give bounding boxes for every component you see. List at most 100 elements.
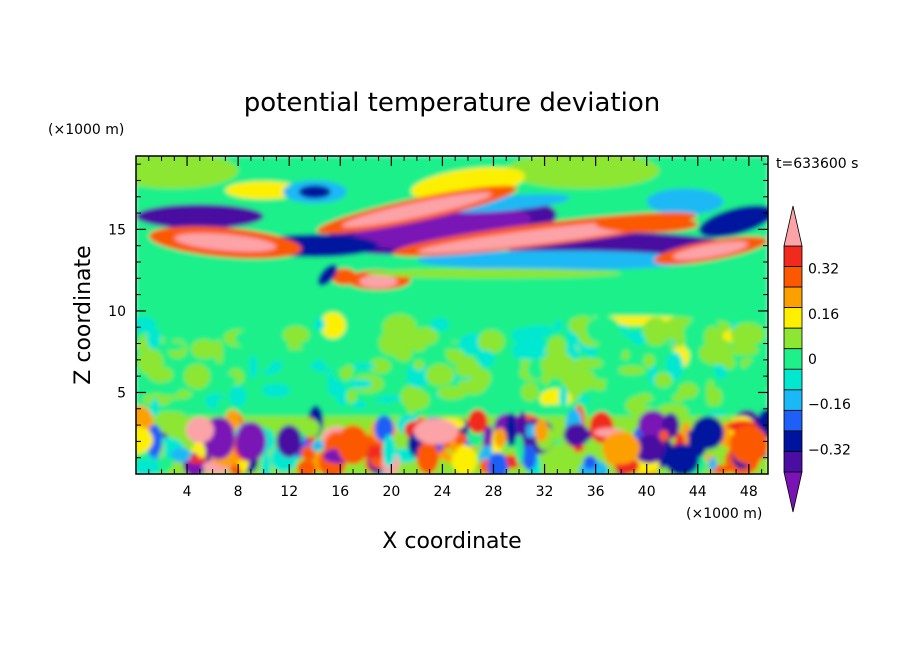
contour-cell bbox=[540, 351, 575, 380]
contour-cell bbox=[585, 315, 621, 344]
contour-cell bbox=[416, 250, 698, 271]
colorbar-top-arrow bbox=[783, 205, 803, 247]
contour-cell bbox=[157, 386, 180, 396]
colorbar-box bbox=[783, 389, 803, 411]
contour-cell bbox=[136, 156, 239, 189]
contour-cell bbox=[697, 390, 706, 419]
contour-cell bbox=[633, 434, 665, 464]
contour-cell bbox=[477, 350, 495, 368]
contour-cell bbox=[518, 411, 527, 442]
colorbar-label: −0.16 bbox=[808, 397, 851, 413]
contour-cell bbox=[235, 421, 267, 461]
colorbar-bottom-arrow bbox=[783, 471, 803, 513]
x-tick-label: 20 bbox=[382, 484, 400, 500]
contour-cell bbox=[406, 363, 431, 388]
colorbar-label: 0.16 bbox=[808, 307, 839, 323]
contour-cell bbox=[659, 193, 711, 210]
contour-cell bbox=[659, 430, 669, 442]
contour-cell bbox=[746, 358, 768, 385]
contour-cell bbox=[563, 423, 590, 447]
colorbar-box bbox=[783, 451, 803, 473]
contour-cell bbox=[451, 444, 477, 474]
contour-cell bbox=[631, 334, 646, 346]
contour-cell bbox=[706, 379, 715, 407]
contour-cell bbox=[327, 373, 335, 386]
contour-cell bbox=[347, 379, 373, 389]
contour-cell bbox=[146, 327, 162, 350]
contour-cell bbox=[547, 335, 567, 361]
contour-cell bbox=[505, 412, 517, 447]
contour-cell bbox=[598, 337, 624, 361]
colorbar-box bbox=[783, 409, 803, 432]
colorbar-box bbox=[783, 368, 803, 391]
contour-cell bbox=[359, 275, 398, 289]
contour-cell bbox=[729, 425, 768, 465]
contour-cell bbox=[261, 452, 271, 474]
contour-cell bbox=[352, 362, 376, 370]
time-label: t=633600 s bbox=[776, 156, 858, 172]
y-tick-label: 5 bbox=[117, 385, 126, 401]
contour-cell bbox=[515, 434, 524, 466]
y-axis: 5 10 15 bbox=[108, 163, 768, 459]
contour-cell bbox=[678, 382, 699, 399]
contour-cell bbox=[591, 380, 600, 388]
colorbar-box bbox=[783, 286, 803, 309]
contour-cell bbox=[522, 444, 537, 471]
contour-cell bbox=[478, 329, 505, 354]
contour-cell bbox=[537, 404, 572, 412]
contour-cell bbox=[190, 339, 218, 360]
x-tick-label: 4 bbox=[183, 484, 192, 500]
contour-cell bbox=[150, 397, 160, 418]
x-tick-label: 48 bbox=[740, 484, 758, 500]
contour-cell bbox=[437, 386, 467, 400]
contour-cell bbox=[157, 342, 185, 351]
y-tick-label: 10 bbox=[108, 304, 126, 320]
contour-cell bbox=[331, 268, 357, 285]
contour-cell bbox=[183, 363, 211, 390]
colorbar-box bbox=[783, 327, 803, 350]
contour-cell bbox=[430, 317, 450, 332]
contour-cell bbox=[248, 354, 258, 379]
colorbar-box bbox=[783, 307, 803, 329]
contour-cell bbox=[534, 419, 549, 442]
contour-cell bbox=[337, 425, 370, 465]
contour-cell bbox=[698, 205, 768, 238]
x-tick-label: 16 bbox=[331, 484, 349, 500]
contour-cell bbox=[170, 447, 192, 463]
contour-cell bbox=[442, 194, 570, 213]
contour-cell bbox=[336, 387, 349, 406]
contour-cell bbox=[708, 457, 717, 471]
contour-cell bbox=[688, 425, 708, 458]
contour-cell bbox=[306, 348, 314, 359]
contour-cell bbox=[494, 427, 507, 448]
y-tick-label: 15 bbox=[108, 222, 126, 238]
contour-cell bbox=[654, 372, 673, 388]
contour-cell bbox=[416, 441, 439, 474]
contour-cell bbox=[317, 264, 338, 286]
contour-cell bbox=[412, 327, 439, 346]
contour-cell bbox=[320, 312, 346, 339]
y-unit-label: (×1000 m) bbox=[48, 122, 124, 138]
contour-cell bbox=[736, 396, 763, 406]
contour-cell bbox=[673, 329, 685, 348]
contour-cell bbox=[174, 233, 277, 252]
contour-cell bbox=[346, 389, 357, 404]
contour-cell bbox=[234, 329, 271, 349]
contour-cell bbox=[728, 345, 760, 356]
contour-cell bbox=[282, 325, 310, 344]
contour-field bbox=[136, 156, 768, 474]
contour-cell bbox=[382, 434, 396, 468]
contour-cell bbox=[521, 382, 539, 402]
contour-cell bbox=[296, 459, 317, 474]
contour-cell bbox=[186, 404, 198, 416]
contour-cell bbox=[263, 354, 284, 362]
contour-cell bbox=[298, 185, 331, 199]
x-axis-title: X coordinate bbox=[382, 529, 521, 554]
contour-cell bbox=[225, 181, 302, 200]
x-tick-label: 8 bbox=[234, 484, 243, 500]
chart-title: potential temperature deviation bbox=[244, 88, 660, 118]
contour-cell bbox=[136, 459, 160, 474]
contour-cell bbox=[642, 317, 670, 346]
contour-cell bbox=[148, 366, 174, 383]
contour-cell bbox=[352, 401, 367, 409]
